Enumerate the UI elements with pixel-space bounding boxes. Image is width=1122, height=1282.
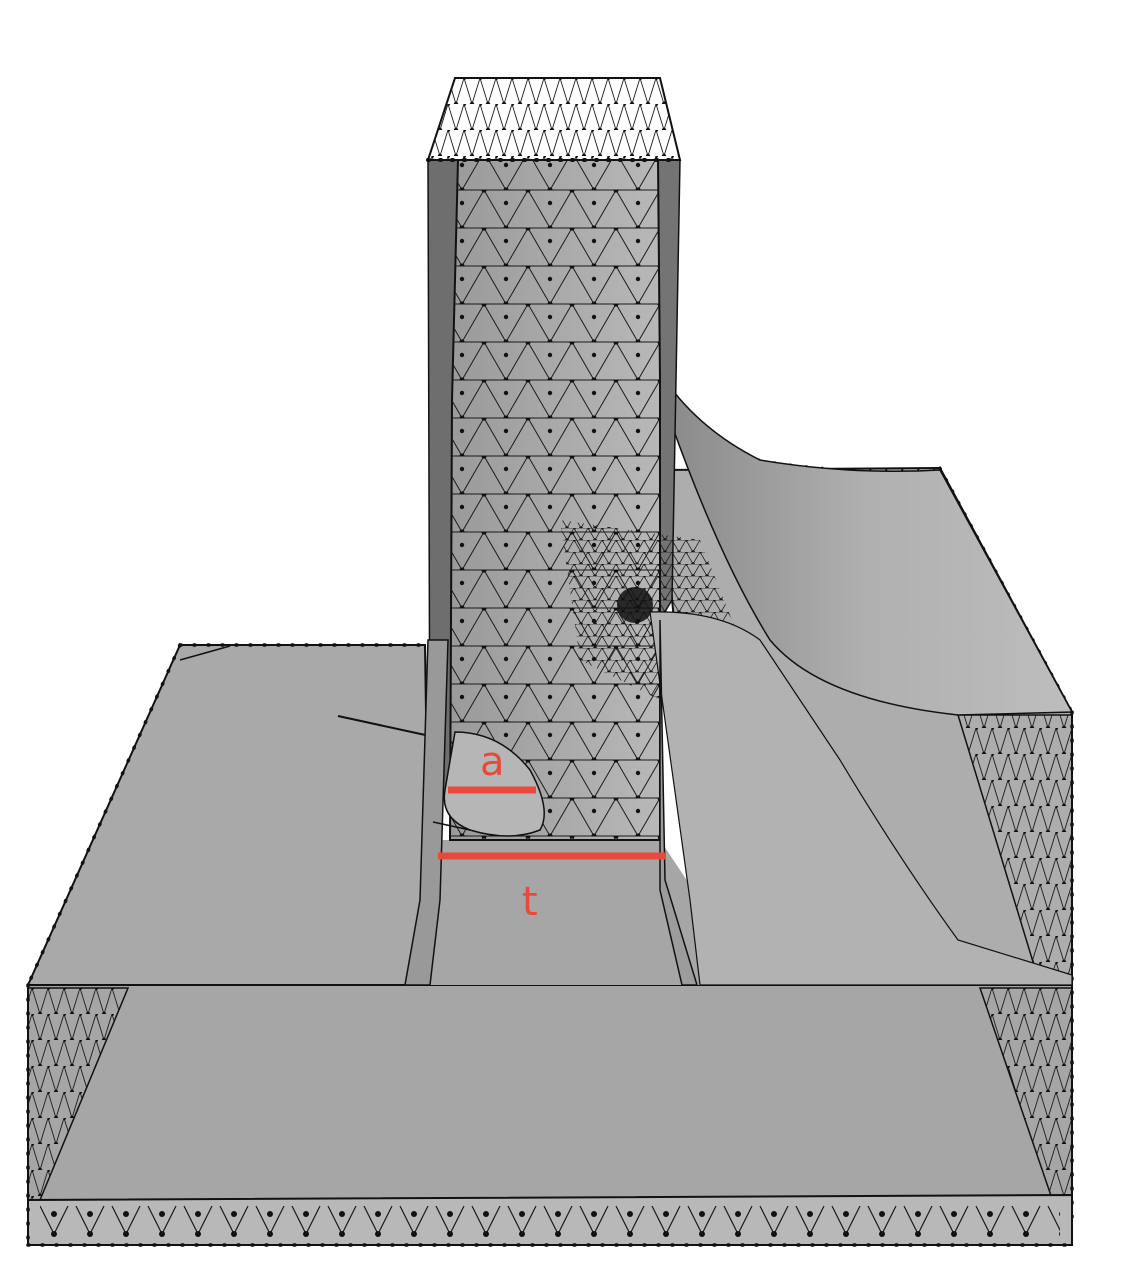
crack-depth-label: a [480,739,505,785]
vertical-web [426,77,740,841]
curved-fillet-surface [664,379,1074,716]
web-top-face [426,77,682,161]
right-weld-surface [649,611,1073,986]
front-edge-strip [26,983,1074,1247]
thickness-label: t [522,879,538,925]
semi-elliptical-crack [443,731,545,837]
crack-tip-refinement [617,587,653,623]
left-weld-leg [404,639,449,986]
base-plate [26,643,1073,1201]
